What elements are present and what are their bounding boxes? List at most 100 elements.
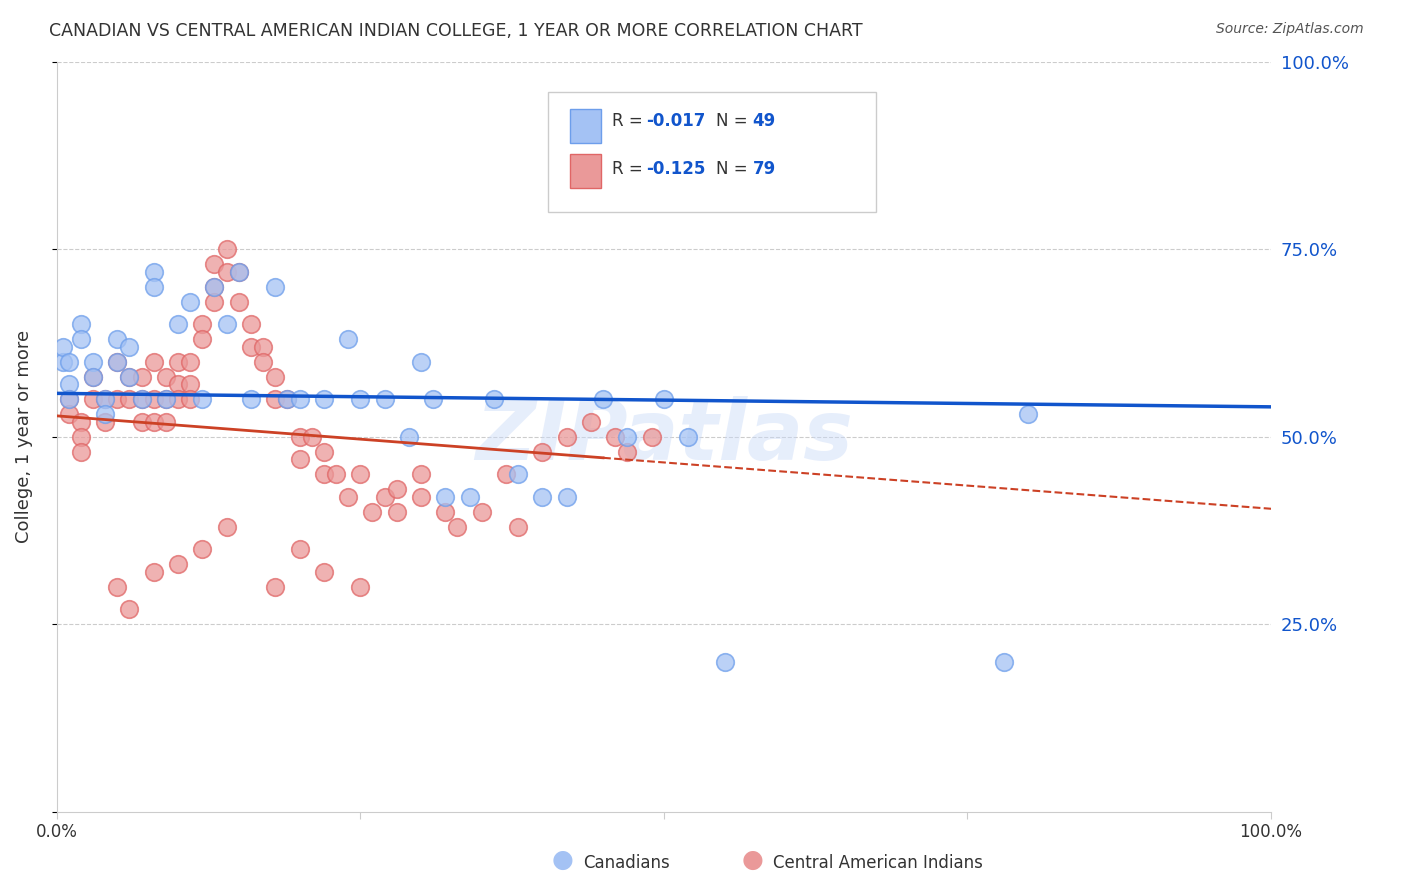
Point	[131, 392, 153, 407]
Point	[179, 355, 201, 369]
Point	[239, 340, 262, 354]
Point	[312, 445, 335, 459]
Point	[508, 520, 530, 534]
Point	[531, 445, 554, 459]
Point	[204, 280, 226, 294]
Point	[239, 318, 262, 332]
Point	[155, 370, 177, 384]
Point	[105, 580, 128, 594]
Point	[264, 392, 287, 407]
Point	[105, 392, 128, 407]
Point	[70, 430, 93, 444]
Point	[191, 333, 214, 347]
Point	[264, 370, 287, 384]
Point	[398, 430, 420, 444]
Point	[641, 430, 664, 444]
Point	[652, 392, 675, 407]
Point	[52, 340, 75, 354]
Point	[385, 505, 408, 519]
Point	[458, 490, 481, 504]
Point	[228, 294, 250, 309]
Text: ●: ●	[741, 848, 763, 872]
Text: R =: R =	[612, 160, 648, 178]
Point	[118, 340, 141, 354]
Point	[94, 415, 117, 429]
Point	[288, 542, 311, 557]
Point	[142, 355, 165, 369]
Point	[94, 392, 117, 407]
Bar	[571, 110, 600, 143]
Point	[155, 392, 177, 407]
Point	[215, 265, 238, 279]
Point	[70, 333, 93, 347]
Point	[471, 505, 494, 519]
Point	[252, 355, 274, 369]
Point	[58, 408, 80, 422]
FancyBboxPatch shape	[548, 92, 876, 212]
Point	[142, 415, 165, 429]
Point	[555, 430, 578, 444]
Point	[361, 505, 384, 519]
Point	[676, 430, 699, 444]
Point	[252, 340, 274, 354]
Point	[215, 520, 238, 534]
Point	[58, 355, 80, 369]
Point	[215, 318, 238, 332]
Point	[215, 243, 238, 257]
Point	[155, 415, 177, 429]
Point	[179, 392, 201, 407]
Point	[155, 392, 177, 407]
Point	[482, 392, 505, 407]
Point	[142, 392, 165, 407]
Text: -0.125: -0.125	[645, 160, 704, 178]
Text: N =: N =	[716, 112, 754, 129]
Point	[191, 318, 214, 332]
Point	[288, 452, 311, 467]
Point	[105, 355, 128, 369]
Point	[713, 655, 735, 669]
Point	[105, 333, 128, 347]
Point	[94, 408, 117, 422]
Point	[179, 377, 201, 392]
Text: ●: ●	[551, 848, 574, 872]
Point	[409, 490, 432, 504]
Point	[555, 490, 578, 504]
Point	[228, 265, 250, 279]
Point	[434, 505, 457, 519]
Point	[531, 490, 554, 504]
Point	[82, 355, 104, 369]
Bar	[571, 154, 600, 188]
Point	[409, 467, 432, 482]
Point	[579, 415, 602, 429]
Point	[337, 333, 360, 347]
Point	[167, 558, 190, 572]
Text: N =: N =	[716, 160, 754, 178]
Point	[58, 377, 80, 392]
Point	[131, 392, 153, 407]
Point	[167, 377, 190, 392]
Point	[422, 392, 444, 407]
Point	[52, 355, 75, 369]
Point	[142, 280, 165, 294]
Point	[349, 467, 371, 482]
Point	[373, 490, 395, 504]
Point	[312, 392, 335, 407]
Text: Canadians: Canadians	[583, 855, 671, 872]
Point	[264, 280, 287, 294]
Point	[337, 490, 360, 504]
Point	[105, 355, 128, 369]
Point	[288, 430, 311, 444]
Text: Central American Indians: Central American Indians	[773, 855, 983, 872]
Point	[70, 318, 93, 332]
Point	[70, 415, 93, 429]
Text: CANADIAN VS CENTRAL AMERICAN INDIAN COLLEGE, 1 YEAR OR MORE CORRELATION CHART: CANADIAN VS CENTRAL AMERICAN INDIAN COLL…	[49, 22, 863, 40]
Point	[1017, 408, 1039, 422]
Point	[276, 392, 298, 407]
Point	[446, 520, 468, 534]
Point	[605, 430, 627, 444]
Text: R =: R =	[612, 112, 648, 129]
Point	[94, 392, 117, 407]
Point	[179, 294, 201, 309]
Point	[204, 280, 226, 294]
Text: ZIPatlas: ZIPatlas	[475, 396, 853, 477]
